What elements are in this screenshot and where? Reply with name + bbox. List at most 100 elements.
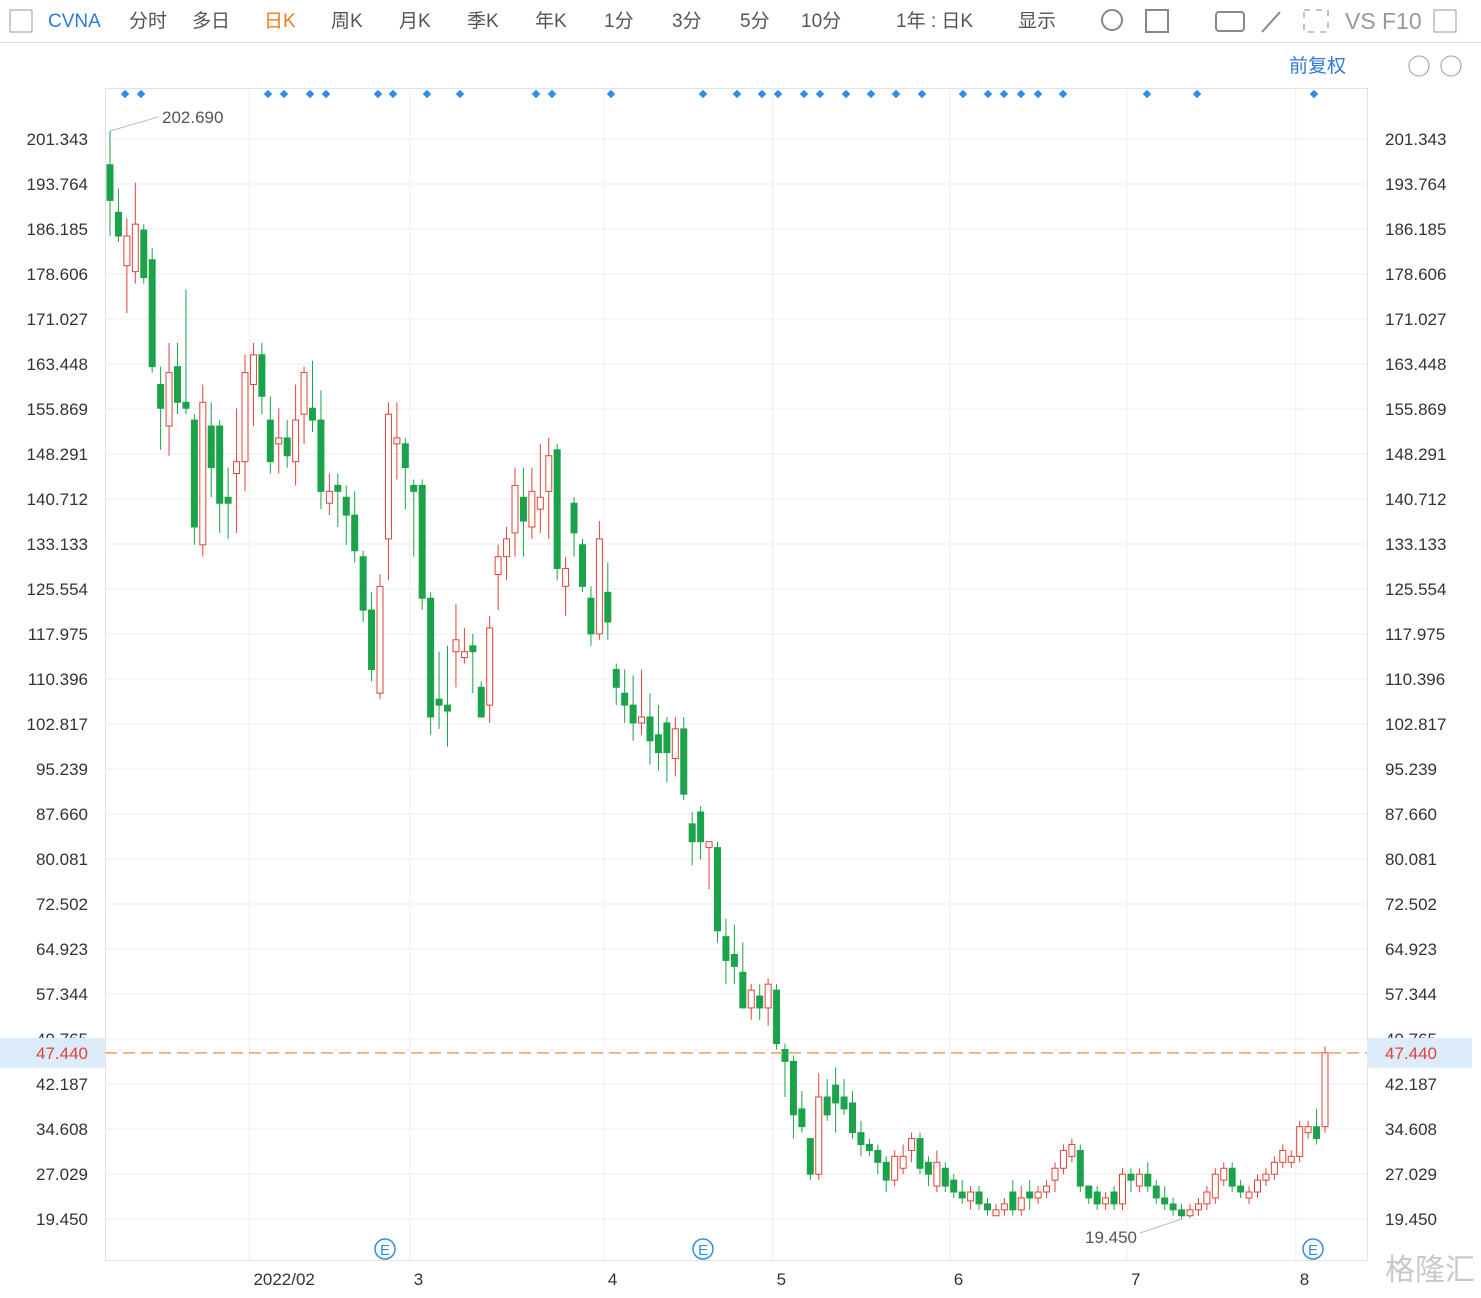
candle-body — [368, 609, 376, 670]
y-tick-label-right: 125.554 — [1385, 580, 1446, 599]
y-tick-label: 34.608 — [36, 1120, 88, 1139]
event-marker — [773, 89, 783, 99]
candle-body — [1296, 1126, 1304, 1157]
range-select[interactable]: 1年 : 日K — [896, 10, 973, 32]
period-tab[interactable]: 日K — [264, 11, 296, 32]
candle-body — [545, 455, 553, 492]
candle-body — [924, 1161, 932, 1175]
event-marker — [1016, 89, 1026, 99]
candle-body — [536, 496, 544, 510]
candle-body — [688, 823, 696, 843]
candle-body — [646, 716, 654, 742]
y-tick-label-right: 34.608 — [1385, 1120, 1437, 1139]
candle-body — [975, 1191, 983, 1205]
y-tick-label: 201.343 — [27, 130, 88, 149]
sidebar-toggle[interactable] — [9, 9, 33, 33]
period-tab[interactable]: 多日 — [192, 10, 230, 32]
candle-body — [916, 1138, 924, 1169]
adjust-select[interactable]: 前复权 — [1289, 55, 1346, 77]
candle-body — [477, 686, 485, 718]
period-tab[interactable]: 10分 — [801, 10, 841, 32]
x-tick-label: 2022/02 — [253, 1270, 314, 1289]
f10-button[interactable]: F10 — [1382, 8, 1422, 34]
candle-body — [629, 704, 637, 724]
candle-body — [764, 983, 772, 1009]
candle-body — [705, 841, 713, 849]
event-marker — [1142, 89, 1152, 99]
candle-body — [418, 484, 426, 599]
candle-body — [654, 734, 662, 754]
candle-body — [1245, 1191, 1253, 1199]
event-marker — [1309, 89, 1319, 99]
x-tick-label: 3 — [414, 1270, 423, 1289]
candle-body — [933, 1161, 941, 1187]
candle-body — [486, 627, 494, 706]
camera-icon[interactable] — [1215, 11, 1245, 32]
event-marker — [388, 89, 398, 99]
pen-icon[interactable] — [1261, 11, 1281, 33]
y-tick-label: 27.029 — [36, 1165, 88, 1184]
low-pointer — [1139, 1218, 1182, 1234]
period-tab[interactable]: 年K — [535, 10, 567, 32]
event-marker — [263, 89, 273, 99]
fullscreen-icon[interactable] — [1303, 9, 1329, 33]
toolbar-bg — [0, 0, 1481, 42]
candle-body — [781, 1049, 789, 1062]
draw-box-icon[interactable] — [1145, 9, 1169, 33]
x-tick-label: 8 — [1300, 1270, 1309, 1289]
y-tick-label: 64.923 — [36, 940, 88, 959]
candle-body — [1220, 1167, 1228, 1181]
candle-body — [553, 449, 561, 570]
candle-body — [595, 538, 603, 635]
y-tick-label: 171.027 — [27, 310, 88, 329]
earnings-marker: E — [1308, 1242, 1318, 1259]
candle-body — [131, 223, 139, 273]
candle-body — [857, 1132, 865, 1146]
candle-body — [190, 419, 198, 528]
settings-icon[interactable] — [1101, 9, 1123, 31]
y-tick-label: 125.554 — [27, 580, 88, 599]
candle-body — [376, 585, 384, 694]
candle-body — [469, 645, 477, 653]
period-tab[interactable]: 月K — [399, 11, 431, 32]
display-select[interactable]: 显示 — [1018, 11, 1056, 32]
candle-body — [317, 419, 325, 492]
candle-body — [1119, 1173, 1126, 1205]
period-tab[interactable]: 分时 — [129, 10, 167, 32]
event-marker — [698, 89, 708, 99]
candle-body — [1262, 1173, 1270, 1181]
symbol[interactable]: CVNA — [48, 11, 101, 32]
candle-body — [1270, 1161, 1278, 1175]
period-tab[interactable]: 周K — [331, 11, 363, 32]
panel-toggle[interactable] — [1433, 9, 1457, 33]
vs-button[interactable]: VS — [1345, 8, 1376, 34]
candle-body — [992, 1209, 1000, 1217]
candle-body — [325, 490, 333, 504]
period-tab[interactable]: 1分 — [604, 10, 634, 32]
candle-body — [823, 1096, 831, 1116]
period-tab[interactable]: 季K — [467, 10, 499, 32]
zoom-out[interactable] — [1408, 55, 1430, 77]
event-marker — [279, 89, 289, 99]
y-tick-label-right: 64.923 — [1385, 940, 1437, 959]
zoom-in[interactable] — [1440, 55, 1462, 77]
candle-body — [216, 425, 224, 504]
candle-body — [494, 556, 502, 575]
candle-body — [1127, 1173, 1135, 1181]
candle-body — [967, 1191, 975, 1202]
y-tick-label-right: 201.343 — [1385, 130, 1446, 149]
candle-body — [697, 811, 705, 843]
candle-body — [1085, 1185, 1093, 1199]
candle-body — [511, 484, 519, 534]
candle-body — [1211, 1173, 1219, 1199]
candle-body — [1017, 1197, 1025, 1211]
period-tab[interactable]: 3分 — [672, 10, 702, 32]
y-tick-label-right: 27.029 — [1385, 1165, 1437, 1184]
y-tick-label: 155.869 — [27, 400, 88, 419]
candle-body — [106, 164, 114, 201]
candle-body — [958, 1191, 966, 1199]
candle-body — [275, 437, 283, 445]
period-tab[interactable]: 5分 — [740, 10, 770, 32]
candle-body — [680, 728, 688, 795]
